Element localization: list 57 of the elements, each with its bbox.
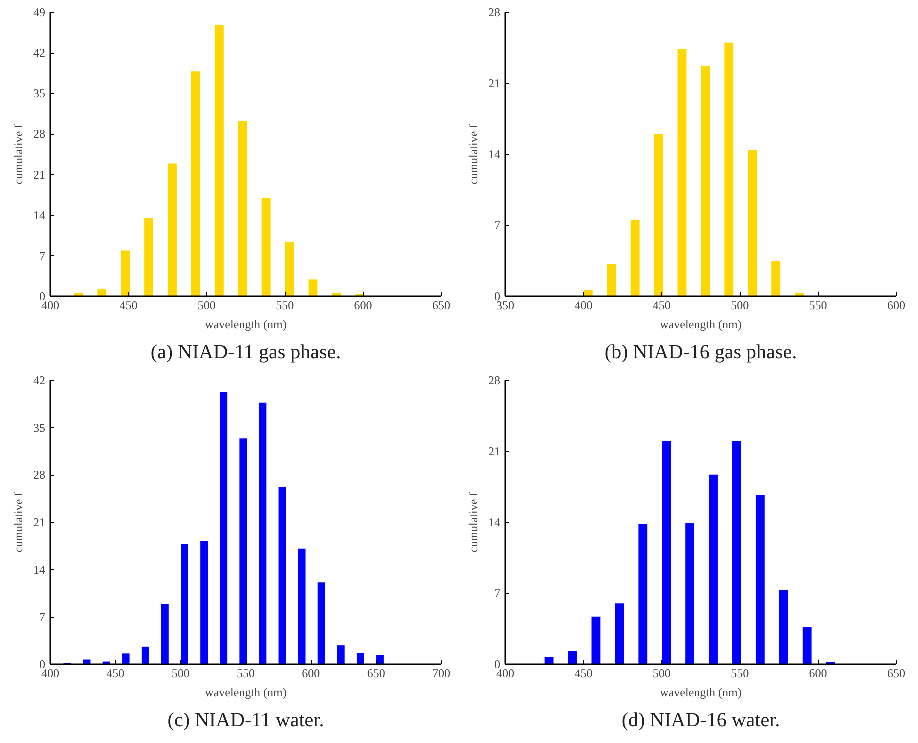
y-tick-label: 21	[34, 516, 46, 530]
y-tick-label: 7	[40, 610, 46, 624]
y-tick-label: 21	[488, 76, 500, 90]
x-tick-label: 450	[652, 298, 671, 312]
y-tick-label: 35	[34, 86, 46, 101]
y-tick-label: 7	[494, 218, 500, 232]
y-tick-label: 0	[494, 658, 500, 672]
x-tick-label: 600	[888, 298, 906, 312]
text: (d) NIAD-16 water.	[622, 710, 780, 732]
x-tick-label: 550	[237, 666, 255, 680]
x-tick-label: 450	[574, 666, 593, 680]
text: (c) NIAD-11 water.	[168, 710, 324, 732]
x-tick-label: 600	[809, 666, 828, 680]
y-tick-label: 35	[34, 420, 46, 435]
x-tick-label: 550	[731, 666, 750, 680]
y-tick-label: 21	[34, 168, 46, 182]
x-tick-label: 500	[172, 666, 190, 680]
x-tick-label: 600	[354, 298, 372, 312]
y-tick-label: 28	[34, 127, 46, 142]
y-tick-label: 28	[34, 468, 46, 482]
x-tick-label: 600	[302, 666, 320, 680]
x-tick-label: 650	[888, 666, 906, 680]
y-tick-label: 14	[34, 208, 46, 222]
y-tick-label: 28	[488, 374, 500, 388]
x-tick-label: 650	[367, 666, 386, 680]
x-tick-label: 500	[198, 298, 216, 312]
y-tick-label: 0	[40, 658, 46, 672]
y-tick-label: 14	[488, 516, 500, 530]
y-tick-label: 7	[494, 586, 500, 600]
y-tick-label: 49	[34, 6, 46, 20]
y-tick-label: 0	[40, 290, 46, 304]
y-tick-label: 7	[40, 248, 46, 263]
y-axis-title: cumulative f	[466, 492, 480, 553]
x-axis-title: wavelength (nm)	[205, 686, 287, 700]
x-axis-title: wavelength (nm)	[205, 318, 287, 332]
y-tick-label: 28	[488, 6, 500, 20]
x-axis-title: wavelength (nm)	[660, 318, 742, 332]
x-tick-label: 550	[809, 298, 828, 312]
y-axis-title: cumulative f	[466, 124, 480, 185]
x-tick-label: 650	[432, 298, 450, 312]
x-axis-title: wavelength (nm)	[660, 686, 742, 700]
y-axis-title: cumulative f	[12, 124, 26, 185]
x-tick-label: 700	[432, 666, 450, 680]
y-tick-label: 42	[34, 374, 46, 388]
x-tick-label: 500	[731, 298, 750, 312]
x-tick-label: 450	[106, 666, 125, 680]
y-tick-label: 21	[488, 444, 500, 458]
x-tick-label: 550	[276, 298, 294, 312]
text: (b) NIAD-16 gas phase.	[604, 342, 798, 364]
y-tick-label: 14	[488, 148, 500, 162]
y-axis-title: cumulative f	[12, 492, 26, 553]
y-tick-label: 14	[34, 562, 46, 577]
x-tick-label: 450	[120, 298, 138, 312]
x-tick-label: 400	[574, 298, 593, 312]
text: (a) NIAD-11 gas phase.	[150, 342, 342, 364]
y-tick-label: 42	[34, 46, 46, 60]
x-tick-label: 500	[652, 666, 671, 680]
